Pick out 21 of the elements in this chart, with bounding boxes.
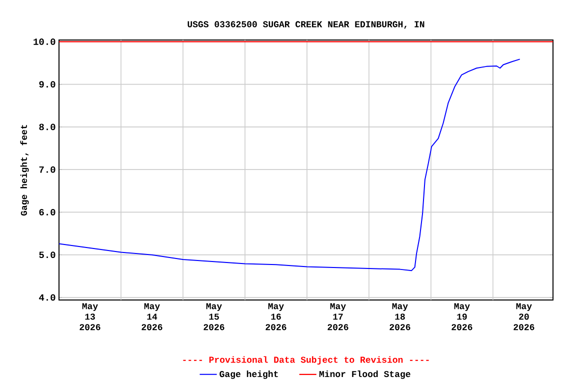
text: ---- Provisional Data Subject to Revision ---- — [183, 356, 429, 365]
x-tick-label: May 19 2026 — [452, 303, 472, 330]
x-tick-label: May 15 2026 — [204, 303, 224, 330]
legend-label: Minor Flood Stage — [319, 370, 410, 379]
y-tick-label: 8.0 — [39, 124, 56, 130]
y-tick-label: 4.0 — [39, 294, 56, 301]
x-tick-label: May 14 2026 — [142, 303, 162, 330]
y-axis-title: Gage height, feet — [20, 124, 29, 216]
x-tick-label: May 16 2026 — [266, 303, 286, 330]
line-series — [59, 58, 520, 272]
y-tick-label: 5.0 — [39, 252, 56, 258]
legend-label: Gage height — [220, 370, 278, 379]
x-tick-label: May 18 2026 — [390, 303, 410, 330]
x-tick-label: May 17 2026 — [328, 303, 348, 330]
y-tick-label: 7.0 — [39, 166, 56, 173]
x-tick-label: May 13 2026 — [80, 303, 100, 330]
y-tick-label: 10.0 — [34, 38, 56, 45]
y-tick-label: 6.0 — [39, 208, 56, 216]
x-tick-label: May 20 2026 — [514, 303, 534, 330]
y-tick-label: 9.0 — [39, 81, 56, 88]
chart-title: USGS 03362500 SUGAR CREEK NEAR EDINBURGH, IN — [188, 21, 424, 29]
